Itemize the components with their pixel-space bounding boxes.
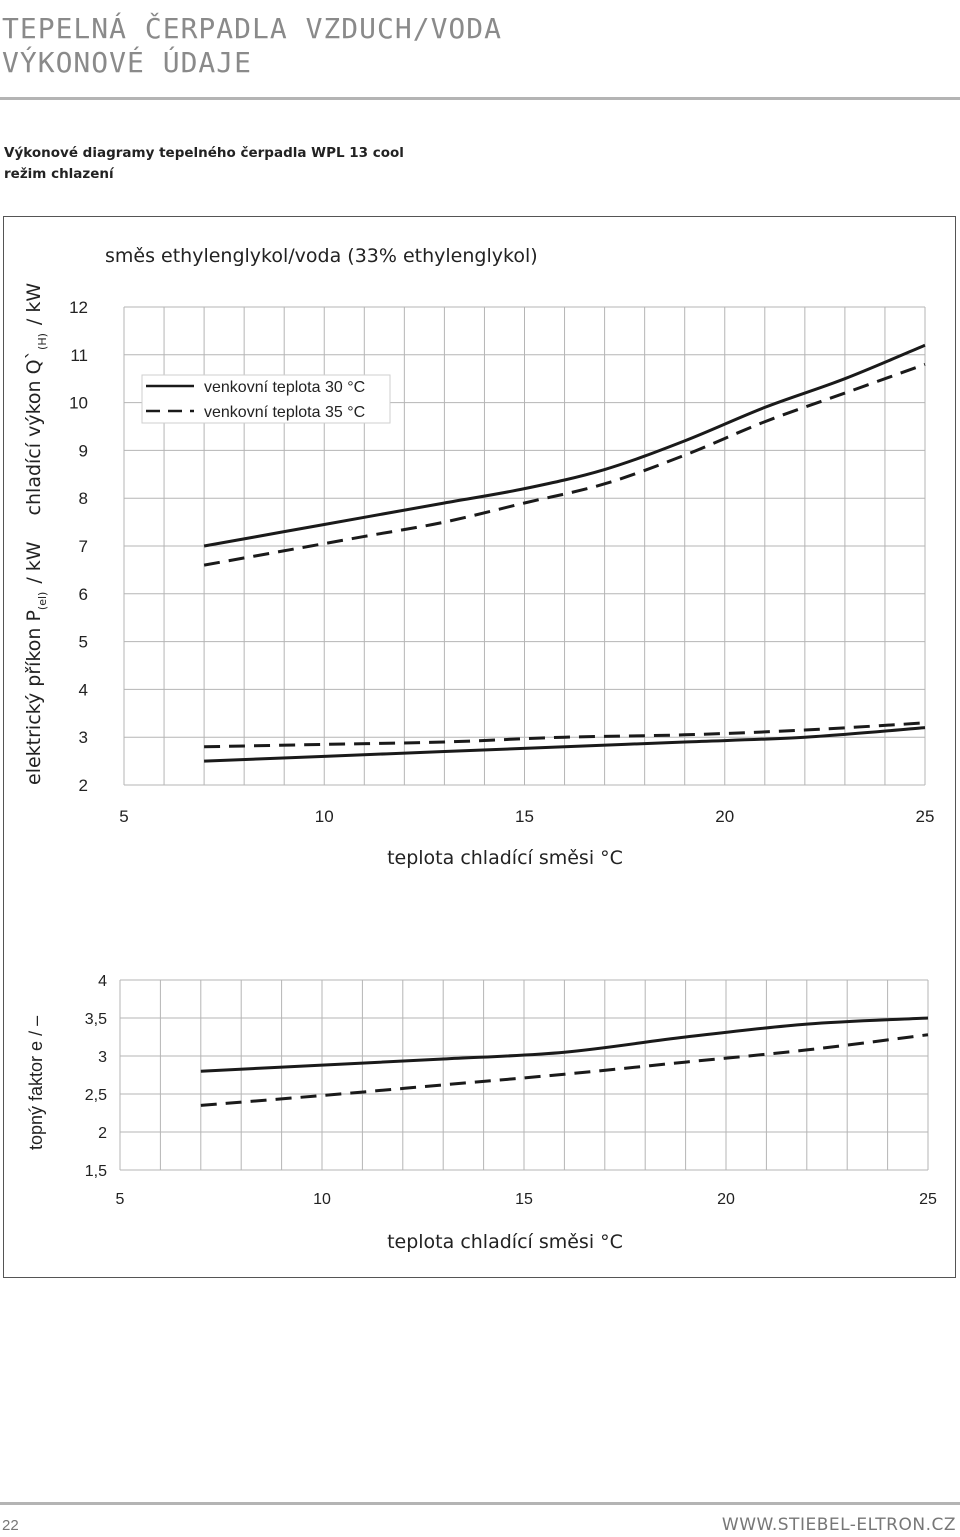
chart2-xtick-label: 25 (919, 1191, 937, 1208)
chart2-xlabel: teplota chladící směsi °C (387, 1231, 623, 1253)
header-title-line2: VÝKONOVÉ ÚDAJE (2, 46, 253, 79)
chart1-series-solid-line (203, 343, 926, 548)
legend-label-1: venkovní teplota 30 °C (204, 379, 365, 396)
chart1-series-dashed-line (204, 721, 926, 749)
chart2-series-dashed-line (200, 1033, 929, 1107)
header-divider (0, 97, 960, 100)
ylabel-right-text: chladící výkon Q` (23, 350, 45, 516)
chart2-ytick-label: 4 (98, 973, 107, 990)
ylabel-left-unit: / kW (23, 541, 45, 583)
page-number: 22 (2, 1517, 19, 1534)
header-title-line1: TEPELNÁ ČERPADLA VZDUCH/VODA (2, 12, 503, 45)
chart1-ytick-label: 8 (79, 489, 88, 508)
footer-url: WWW.STIEBEL-ELTRON.CZ (721, 1515, 956, 1535)
ylabel-right-sub: (H) (36, 333, 49, 350)
chart1-xtick-label: 20 (715, 807, 734, 826)
chart1-yticks: 2 3 4 5 6 7 8 9 10 11 12 (69, 298, 88, 795)
chart2-xtick-label: 20 (717, 1191, 735, 1208)
chart1-ytick-label: 11 (70, 346, 88, 365)
chart2-yticks: 1,5 2 2,5 3 3,5 4 (85, 973, 107, 1180)
chart1-xtick-label: 25 (916, 807, 935, 826)
intro-text: Výkonové diagramy tepelného čerpadla WPL… (4, 143, 404, 185)
page-header: TEPELNÁ ČERPADLA VZDUCH/VODA VÝKONOVÉ ÚD… (0, 12, 960, 80)
chart1-ytick-label: 9 (79, 441, 88, 460)
chart2-series (200, 1016, 929, 1107)
chart2-ytick-label: 3 (98, 1049, 107, 1066)
chart2-ytick-label: 3,5 (85, 1011, 107, 1028)
chart1-title: směs ethylenglykol/voda (33% ethylenglyk… (105, 245, 538, 267)
chart1-ylabel: elektrický příkon P(el) / kW chladící výko… (23, 283, 49, 785)
ylabel-left-text: elektrický příkon P (23, 610, 45, 785)
chart2-ytick-label: 2,5 (85, 1087, 107, 1104)
ylabel-left-sub: (el) (36, 592, 49, 610)
legend-label-2: venkovní teplota 35 °C (204, 404, 365, 421)
chart1-series-solid-line (204, 726, 926, 763)
chart1-ytick-label: 5 (79, 633, 88, 652)
chart2-series-solid-line (200, 1016, 929, 1073)
chart2-xtick-label: 10 (313, 1191, 331, 1208)
chart1-ytick-label: 12 (69, 298, 88, 317)
chart1-ytick-label: 2 (79, 776, 88, 795)
chart1-ytick-label: 4 (79, 680, 88, 699)
chart1-legend: venkovní teplota 30 °C venkovní teplota … (141, 374, 391, 424)
chart1-ytick-label: 6 (79, 585, 88, 604)
chart1-series (203, 343, 926, 763)
footer-divider (0, 1502, 960, 1505)
diagram-frame (3, 216, 956, 1278)
chart2-xtick-label: 15 (515, 1191, 533, 1208)
chart1-xlabel: teplota chladící směsi °C (387, 847, 623, 869)
chart2-ytick-label: 2 (98, 1125, 107, 1142)
chart1-ytick-label: 3 (79, 728, 88, 747)
chart2-xticks: 5 10 15 20 25 (116, 1191, 937, 1208)
chart2-ylabel: topný faktor e / – (26, 1016, 46, 1150)
chart1-xtick-label: 5 (119, 807, 128, 826)
chart2-ytick-label: 1,5 (85, 1163, 107, 1180)
ylabel-right-unit: / kW (23, 283, 45, 325)
svg-text:elektrický příkon P(el)/ kWchl: elektrický příkon P(el) / kW chladící výko… (23, 283, 49, 785)
chart1-ytick-label: 10 (69, 394, 88, 413)
chart2-xtick-label: 5 (116, 1191, 125, 1208)
chart1-xticks: 5 10 15 20 25 (119, 807, 934, 826)
chart1-xtick-label: 10 (315, 807, 334, 826)
chart1-ytick-label: 7 (79, 537, 88, 556)
intro-line2: režim chlazení (4, 166, 114, 182)
chart1-xtick-label: 15 (515, 807, 534, 826)
chart2-grid (119, 979, 929, 1171)
intro-line1: Výkonové diagramy tepelného čerpadla WPL… (4, 145, 404, 161)
